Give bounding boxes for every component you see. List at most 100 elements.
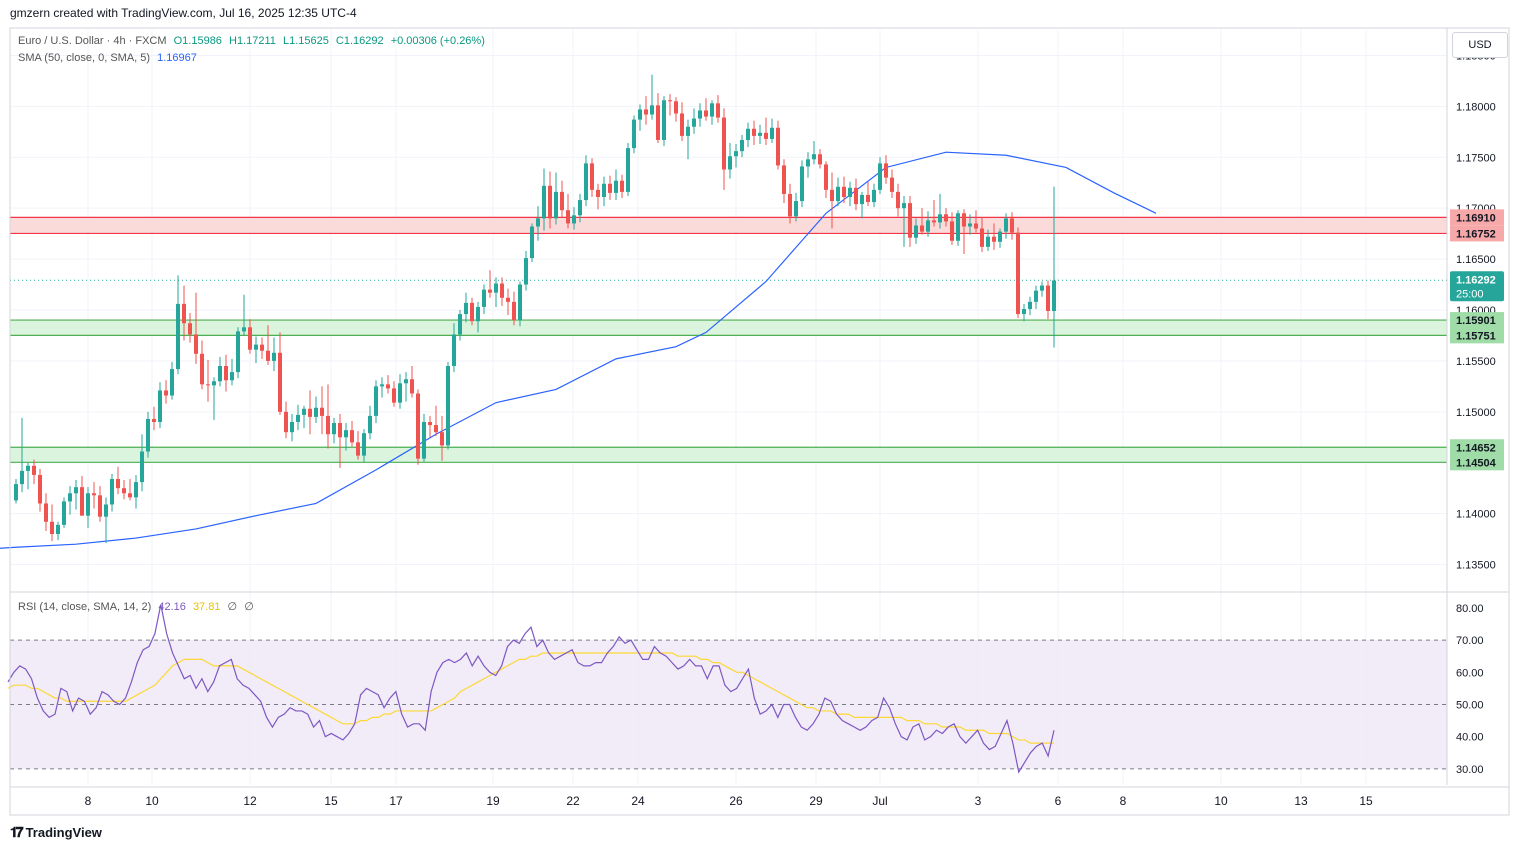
ohlc-low: L1.15625 (282, 35, 329, 47)
time-tick-label: 24 (631, 794, 645, 808)
rsi-tick-label: 80.00 (1456, 603, 1484, 615)
candle-up (290, 422, 294, 433)
candle-down (416, 393, 420, 459)
time-tick-label: 10 (1214, 794, 1228, 808)
price-tick-label: 1.14000 (1456, 509, 1496, 521)
candle-down (722, 117, 726, 170)
candle-up (230, 372, 234, 381)
candle-up (146, 418, 150, 452)
price-tick-label: 1.13500 (1456, 560, 1496, 572)
sma-line (0, 151, 1157, 549)
symbol-legend: Euro / U.S. Dollar · 4h · FXCM O1.15986 … (18, 35, 489, 47)
candle-down (830, 189, 834, 202)
resistance-price-label: 1.16752 (1456, 228, 1496, 240)
rsi-tick-label: 40.00 (1456, 732, 1484, 744)
candle-down (488, 289, 492, 293)
rsi-tick-label: 70.00 (1456, 635, 1484, 647)
support-price-label-bg (1450, 454, 1504, 471)
candle-down (116, 479, 120, 489)
candle-up (422, 422, 426, 459)
candle-up (242, 327, 246, 332)
candle-down (188, 323, 192, 335)
candle-down (320, 407, 324, 416)
candle-down (884, 163, 888, 178)
candle-down (1046, 285, 1050, 312)
candle-up (56, 524, 60, 534)
candle-up (770, 127, 774, 139)
candle-up (272, 352, 276, 361)
candle-up (74, 487, 78, 494)
support-price-label-bg (1450, 312, 1504, 329)
candle-down (500, 283, 504, 298)
support-price-label: 1.15901 (1456, 315, 1496, 327)
candle-up (986, 236, 990, 247)
candle-up (1028, 301, 1032, 309)
candle-down (284, 411, 288, 433)
candle-up (296, 414, 300, 422)
candle-up (314, 407, 318, 417)
candle-up (332, 423, 336, 435)
sma-value: 1.16967 (157, 52, 197, 64)
candle-up (1040, 285, 1044, 291)
candle-up (848, 187, 852, 197)
candle-up (170, 369, 174, 396)
candle-down (260, 344, 264, 351)
candle-down (224, 366, 228, 381)
ohlc-high: H1.17211 (229, 35, 276, 47)
candle-down (782, 165, 786, 194)
candle-up (626, 148, 630, 192)
candle-down (704, 110, 708, 117)
support-price-label: 1.15751 (1456, 330, 1496, 342)
candle-up (740, 139, 744, 152)
candle-down (548, 185, 552, 219)
candle-down (854, 187, 858, 205)
candle-down (80, 487, 84, 516)
candle-up (158, 390, 162, 422)
candle-up (902, 203, 906, 209)
candle-up (362, 433, 366, 456)
rsi-extra: ∅ (227, 601, 238, 613)
candle-up (20, 470, 24, 485)
time-tick-label: 19 (486, 794, 500, 808)
candle-up (110, 479, 114, 505)
candle-down (428, 422, 432, 426)
candle-up (728, 156, 732, 170)
candle-up (872, 189, 876, 203)
time-tick-label: 26 (729, 794, 743, 808)
candle-down (974, 223, 978, 229)
candle-down (386, 384, 390, 389)
price-tick-label: 1.17500 (1456, 152, 1496, 164)
candle-up (584, 163, 588, 201)
candle-up (464, 302, 468, 315)
candle-up (542, 185, 546, 219)
currency-button[interactable]: USD (1452, 32, 1508, 58)
candle-up (1052, 280, 1056, 312)
candle-down (818, 154, 822, 165)
candle-down (920, 225, 924, 232)
candle-up (68, 493, 72, 502)
candle-down (842, 186, 846, 197)
candle-up (452, 334, 456, 366)
candle-down (32, 465, 36, 475)
last-price-label: 1.16292 (1456, 274, 1496, 286)
candle-down (326, 415, 330, 435)
candle-up (698, 110, 702, 119)
candle-down (896, 191, 900, 209)
candle-down (92, 493, 96, 496)
candle-down (182, 303, 186, 324)
candle-up (254, 344, 258, 350)
candle-down (596, 189, 600, 197)
candle-down (992, 236, 996, 242)
rsi-band (10, 640, 1447, 769)
author-line: gmzern created with TradingView.com, Jul… (10, 6, 357, 20)
rsi-sma-path (7, 652, 1054, 744)
candle-down (680, 113, 684, 136)
candle-down (350, 430, 354, 443)
candle-down (716, 103, 720, 118)
candle-down (200, 353, 204, 385)
candle-up (860, 194, 864, 205)
candle-down (164, 390, 168, 396)
candle-up (554, 191, 558, 219)
candle-up (446, 366, 450, 446)
